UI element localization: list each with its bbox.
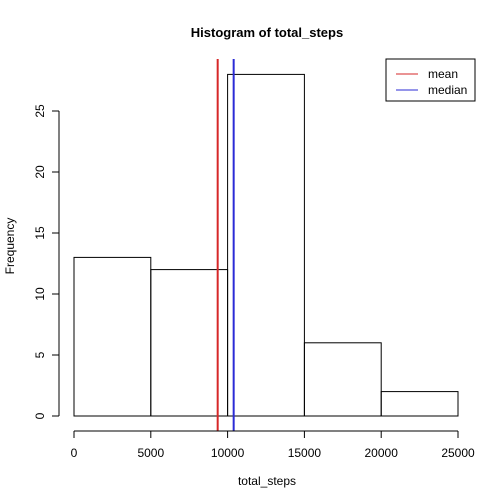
reference-lines bbox=[216, 59, 235, 431]
y-tick-label-25: 25 bbox=[33, 104, 47, 118]
histogram-bar-1 bbox=[150, 269, 229, 417]
x-tick-label-25000: 25000 bbox=[441, 446, 475, 460]
x-tick-label-20000: 20000 bbox=[365, 446, 399, 460]
histogram-bar-4 bbox=[380, 391, 459, 417]
legend-box bbox=[385, 58, 476, 102]
x-axis: 0 5000 10000 15000 20000 25000 bbox=[71, 430, 475, 460]
histogram-bar-3 bbox=[303, 342, 382, 417]
histogram-bar-2 bbox=[227, 73, 305, 417]
x-tick-label-10000: 10000 bbox=[211, 446, 245, 460]
y-axis-label: Frequency bbox=[3, 218, 17, 275]
x-tick-label-15000: 15000 bbox=[288, 446, 322, 460]
x-tick-label-5000: 5000 bbox=[137, 446, 164, 460]
chart-title: Histogram of total_steps bbox=[191, 25, 343, 40]
x-axis-label: total_steps bbox=[238, 474, 296, 488]
y-tick-label-10: 10 bbox=[33, 287, 47, 301]
y-tick-label-20: 20 bbox=[33, 165, 47, 179]
legend-label-mean: mean bbox=[428, 67, 458, 81]
x-tick-label-0: 0 bbox=[71, 446, 78, 460]
legend: mean median bbox=[385, 58, 476, 102]
y-tick-label-0: 0 bbox=[33, 412, 47, 419]
histogram-bar-0 bbox=[73, 256, 152, 417]
y-tick-label-15: 15 bbox=[33, 226, 47, 240]
histogram-bars bbox=[73, 73, 459, 417]
y-tick-label-5: 5 bbox=[33, 351, 47, 358]
legend-label-median: median bbox=[428, 83, 467, 97]
y-axis: 0 5 10 15 20 25 bbox=[33, 104, 60, 419]
